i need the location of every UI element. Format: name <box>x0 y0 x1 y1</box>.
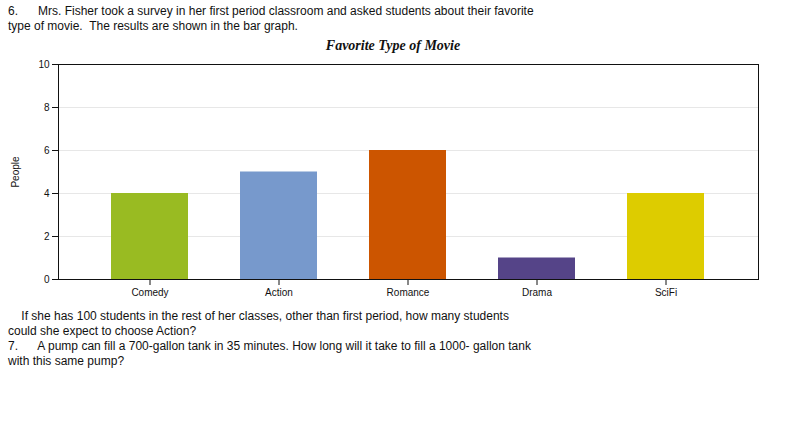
svg-text:Drama: Drama <box>522 287 552 298</box>
svg-text:4: 4 <box>44 188 50 199</box>
svg-text:People: People <box>10 156 21 188</box>
svg-text:SciFi: SciFi <box>655 287 677 298</box>
svg-text:Romance: Romance <box>387 287 430 298</box>
html-text:type of movie. The results are: type of movie. The results are shown in … <box>8 19 298 33</box>
html-text:6. Mrs. Fisher took a survey i: 6. Mrs. Fisher took a survey in her firs… <box>8 4 534 18</box>
html-text:7. A pump can fill a 700-gallo: 7. A pump can fill a 700-gallon tank in … <box>8 339 531 353</box>
html-text:If she has 100 students in the: If she has 100 students in the rest of h… <box>8 309 509 323</box>
svg-text:Comedy: Comedy <box>131 287 168 298</box>
svg-text:2: 2 <box>44 231 50 242</box>
html-text:with this same pump?: with this same pump? <box>8 354 125 368</box>
svg-text:8: 8 <box>44 102 50 113</box>
html-text:could she expect to choose Act: could she expect to choose Action? <box>8 324 197 338</box>
svg-text:0: 0 <box>44 274 50 285</box>
svg-text:Action: Action <box>265 287 293 298</box>
svg-text:10: 10 <box>38 59 50 70</box>
html-text:Favorite Type of Movie: Favorite Type of Movie <box>325 38 461 53</box>
svg-text:6: 6 <box>44 145 50 156</box>
